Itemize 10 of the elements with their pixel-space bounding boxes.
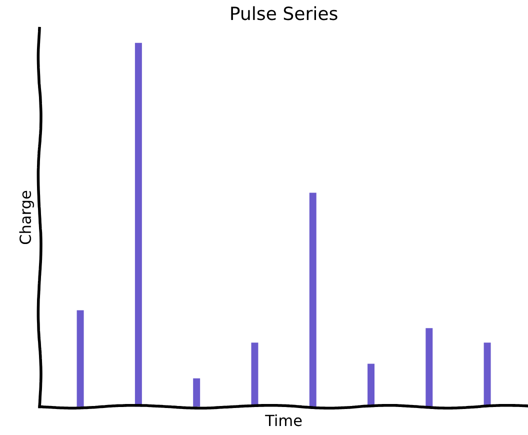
bar xyxy=(76,310,84,407)
bar xyxy=(309,192,316,407)
x-axis-title: Time xyxy=(265,414,302,426)
bar xyxy=(426,328,433,407)
bar xyxy=(368,364,375,407)
y-axis-title: Charge xyxy=(19,190,34,244)
bar xyxy=(134,42,142,407)
bar xyxy=(193,378,200,407)
bar xyxy=(484,342,491,407)
chart-title: Pulse Series xyxy=(231,6,338,20)
